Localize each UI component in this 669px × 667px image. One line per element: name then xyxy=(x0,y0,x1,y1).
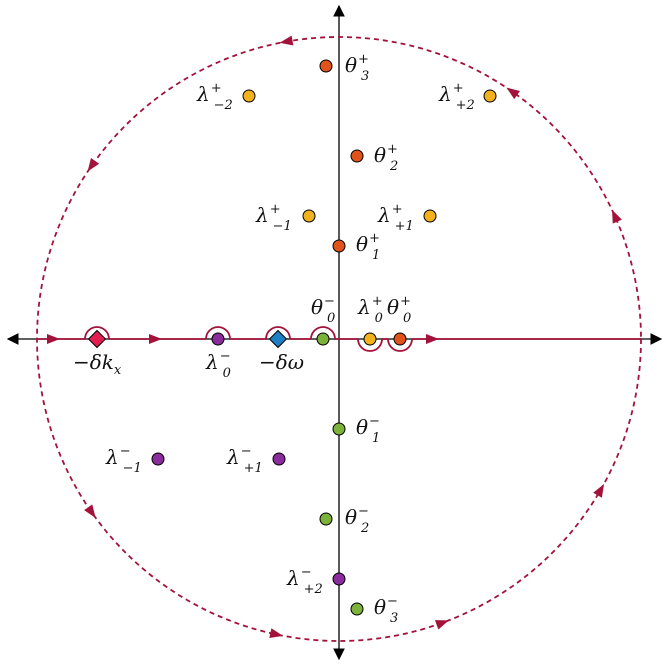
indent-below-theta-0-plus xyxy=(387,338,413,352)
label-theta0m: θ− 0 xyxy=(311,294,335,326)
singularities xyxy=(87,59,497,616)
contour-arrow-circle-7 xyxy=(612,209,622,224)
point-lam_0p xyxy=(363,332,377,346)
point-lam_p2m xyxy=(332,572,346,586)
label-lambda-0-minus: λ− 0 xyxy=(205,349,231,381)
point-theta3p xyxy=(319,59,333,73)
contour-arrow-axis-1 xyxy=(149,334,162,344)
point-labels: θ+ 3 θ+ 2 θ+ 1 θ+ 0 λ+ −2 λ+ +2 λ+ −1 λ+ +1 λ+ 0 … xyxy=(73,52,475,626)
contour-arrow-axis-0 xyxy=(47,334,60,344)
label-minus-delta-kx: −δkx xyxy=(73,350,122,378)
point-mdomega xyxy=(268,329,288,349)
point-lam_m2p xyxy=(242,89,256,103)
label-minus-delta-omega: −δω xyxy=(259,350,304,374)
label-theta2p: θ+ 2 xyxy=(374,142,398,174)
label-lambda-p1-minus: λ− +1 xyxy=(226,444,263,476)
point-theta0m xyxy=(316,332,330,346)
point-lam_m1p xyxy=(302,209,316,223)
label-lambda-m1-minus: λ− −1 xyxy=(105,444,142,476)
label-theta3m: θ− 3 xyxy=(374,594,398,626)
label-lambda-0-plus: λ+ 0 xyxy=(357,294,383,326)
contour-direction-arrows xyxy=(47,35,622,639)
point-theta2p xyxy=(350,149,364,163)
label-theta3p: θ+ 3 xyxy=(345,52,369,84)
integration-contour xyxy=(36,35,642,642)
contour-arrow-circle-4 xyxy=(269,628,284,639)
point-lam_p2p xyxy=(483,89,497,103)
point-lam_p1m xyxy=(272,452,286,466)
point-theta1p xyxy=(332,239,346,253)
contour-arrow-circle-1 xyxy=(279,35,294,46)
contour-arrow-circle-0 xyxy=(506,87,521,100)
point-lam_p1p xyxy=(423,209,437,223)
point-theta3m xyxy=(350,602,364,616)
contour-arrow-axis-2 xyxy=(426,334,439,344)
label-theta1m: θ− 1 xyxy=(356,414,380,446)
contour-arrow-circle-6 xyxy=(593,483,605,498)
label-lambda-p2-minus: λ− +2 xyxy=(286,565,323,597)
point-lam_0m xyxy=(211,332,225,346)
label-theta0p: θ+ 0 xyxy=(387,294,411,326)
point-theta2m xyxy=(319,512,333,526)
contour-arrow-circle-5 xyxy=(434,620,449,630)
label-lambda-m1-plus: λ+ −1 xyxy=(255,202,292,234)
contour-arrow-circle-2 xyxy=(87,157,100,172)
point-mdkx xyxy=(87,329,107,349)
point-lam_m1m xyxy=(151,452,165,466)
indent-above-minus-delta-kx xyxy=(84,326,110,340)
indent-below-lambda-0-plus xyxy=(357,338,383,352)
indent-above-minus-delta-omega xyxy=(265,326,291,340)
label-lambda-p2-plus: λ+ +2 xyxy=(438,81,475,113)
label-lambda-p1-plus: λ+ +1 xyxy=(377,202,414,234)
indent-above-lambda-0-minus xyxy=(205,326,231,340)
indent-above-theta-0-minus xyxy=(310,326,336,340)
point-theta1m xyxy=(332,422,346,436)
label-theta1p: θ+ 1 xyxy=(356,231,380,263)
label-lambda-m2-plus: λ+ −2 xyxy=(196,81,233,113)
point-theta0p xyxy=(393,332,407,346)
contour-arrow-circle-3 xyxy=(84,504,96,518)
label-theta2m: θ− 2 xyxy=(345,504,369,536)
